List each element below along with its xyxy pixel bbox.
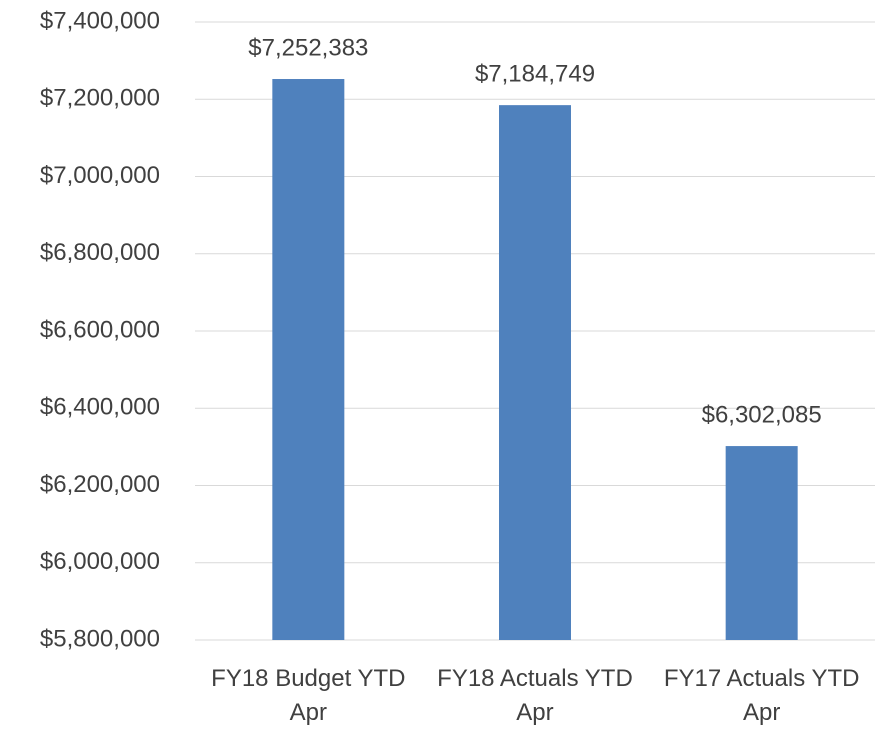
y-tick-label: $6,200,000 <box>40 471 160 498</box>
data-label: $7,252,383 <box>248 34 368 61</box>
data-label: $6,302,085 <box>702 401 822 428</box>
bar <box>725 446 798 640</box>
y-tick-label: $7,000,000 <box>40 162 160 189</box>
x-tick-label: FY18 Budget YTD Apr <box>211 665 406 726</box>
y-tick-label: $5,800,000 <box>40 625 160 652</box>
y-tick-label: $6,000,000 <box>40 548 160 575</box>
y-tick-label: $7,400,000 <box>40 7 160 34</box>
y-tick-label: $6,800,000 <box>40 239 160 266</box>
x-tick-label: FY18 Actuals YTD Apr <box>437 665 633 726</box>
x-tick-label: FY17 Actuals YTD Apr <box>663 665 860 726</box>
bar <box>499 105 571 641</box>
data-label: $7,184,749 <box>475 60 595 87</box>
y-tick-label: $6,400,000 <box>40 394 160 421</box>
bar <box>272 79 345 640</box>
y-tick-label: $6,600,000 <box>40 316 160 343</box>
y-tick-label: $7,200,000 <box>40 85 160 112</box>
